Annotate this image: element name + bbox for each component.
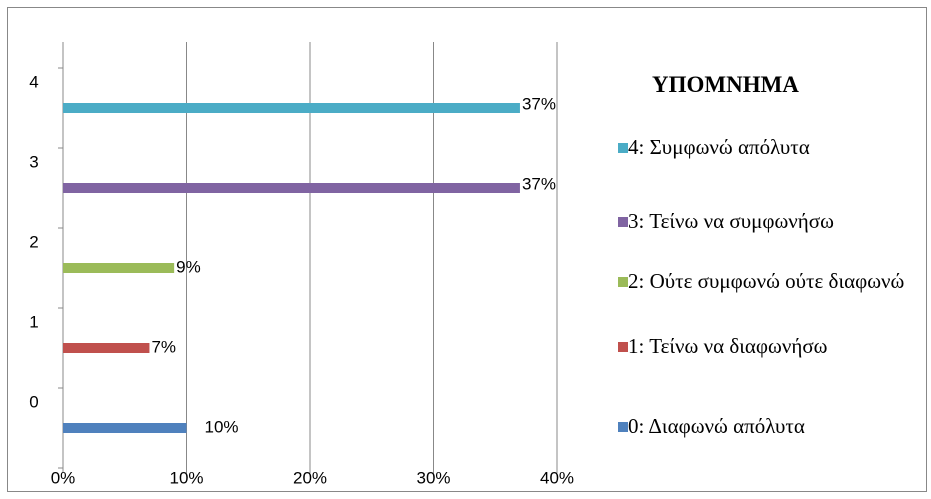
x-tick-label: 10% (169, 468, 203, 487)
legend-entry: 2: Ούτε συμφωνώ ούτε διαφωνώ (628, 269, 905, 293)
chart-border (7, 7, 927, 492)
data-label: 9% (176, 257, 201, 276)
y-tick-label: 4 (29, 72, 38, 91)
x-tick-label: 0% (51, 468, 76, 487)
bar (63, 423, 187, 433)
legend-swatch (618, 143, 628, 153)
x-tick-label: 20% (293, 468, 327, 487)
data-label: 10% (205, 417, 239, 436)
legend-entry: 1: Τείνω να διαφωνήσω (628, 334, 828, 358)
bar (63, 103, 520, 113)
bar (63, 263, 175, 273)
legend-entry: 4: Συμφωνώ απόλυτα (628, 135, 810, 159)
y-tick-label: 2 (29, 232, 38, 251)
y-tick-label: 0 (29, 392, 38, 411)
legend-swatch (618, 422, 628, 432)
legend-swatch (618, 277, 628, 287)
legend-entry: 3: Τείνω να συμφωνήσω (628, 209, 834, 233)
data-label: 37% (522, 94, 556, 113)
legend-title: ΥΠΟΜΝΗΜΑ (652, 72, 799, 97)
x-tick-label: 40% (540, 468, 574, 487)
legend-swatch (618, 342, 628, 352)
y-tick-label: 1 (29, 312, 38, 331)
data-label: 37% (522, 174, 556, 193)
x-tick-label: 30% (416, 468, 450, 487)
bar (63, 183, 520, 193)
legend-entry: 0: Διαφωνώ απόλυτα (628, 414, 805, 438)
legend-swatch (618, 217, 628, 227)
data-label: 7% (151, 337, 176, 356)
y-tick-label: 3 (29, 152, 38, 171)
bar (63, 343, 150, 353)
